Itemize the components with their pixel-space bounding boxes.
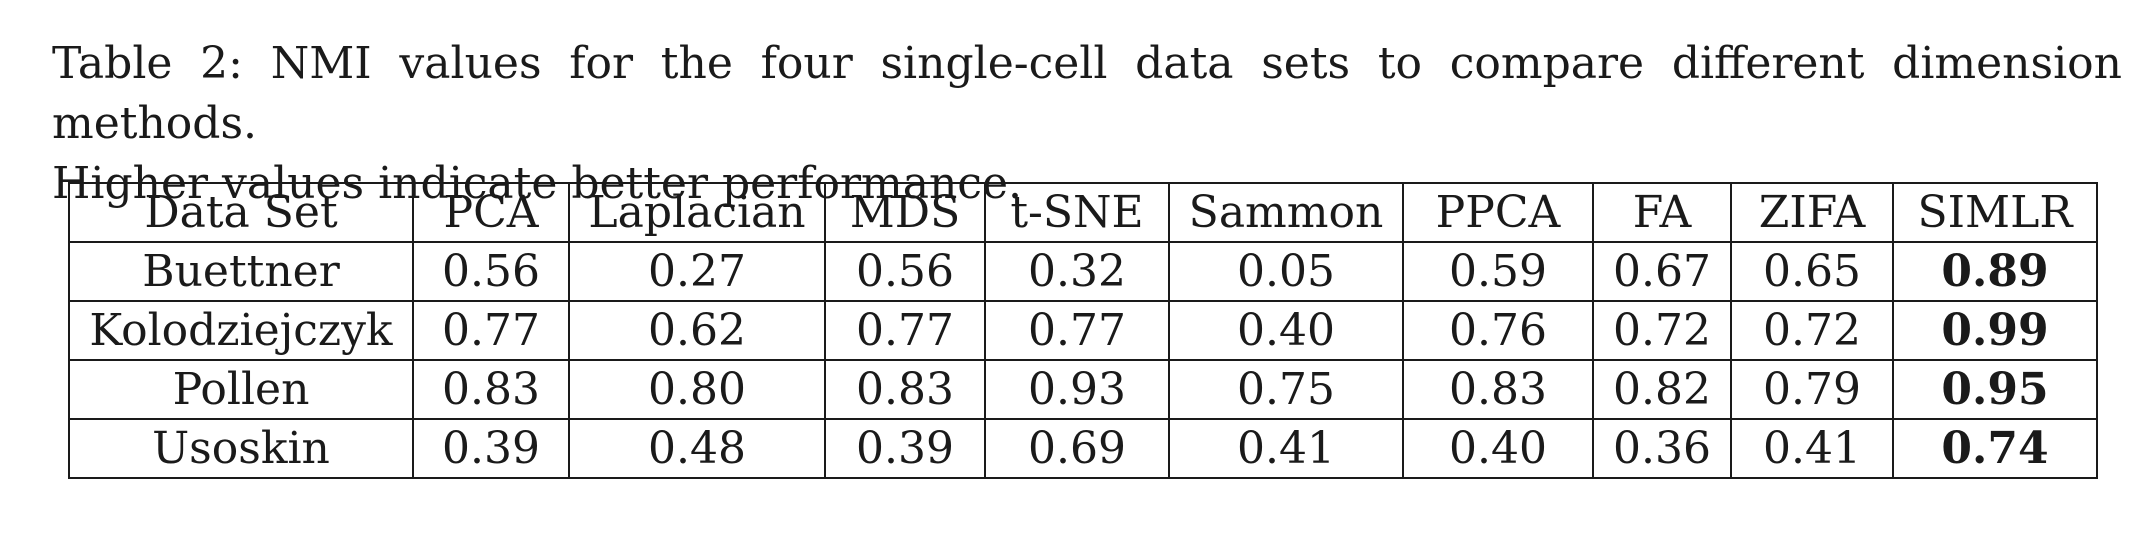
table-cell: 0.77 xyxy=(412,300,570,361)
table-cell: 0.62 xyxy=(568,300,826,361)
column-header: MDS xyxy=(824,182,986,243)
row-label: Usoskin xyxy=(68,418,414,479)
row-label: Pollen xyxy=(68,359,414,420)
table-cell: 0.93 xyxy=(984,359,1170,420)
table-cell: 0.41 xyxy=(1168,418,1404,479)
table-cell: 0.56 xyxy=(412,241,570,302)
column-header: SIMLR xyxy=(1892,182,2098,243)
table-cell: 0.83 xyxy=(824,359,986,420)
table-cell: 0.80 xyxy=(568,359,826,420)
column-header: PCA xyxy=(412,182,570,243)
table-cell: 0.40 xyxy=(1168,300,1404,361)
column-header: ZIFA xyxy=(1730,182,1894,243)
table-cell: 0.72 xyxy=(1592,300,1732,361)
table-header-row: Data Set PCA Laplacian MDS t-SNE Sammon … xyxy=(68,182,2098,243)
table-row: Kolodziejczyk 0.77 0.62 0.77 0.77 0.40 0… xyxy=(68,300,2098,361)
column-header: PPCA xyxy=(1402,182,1594,243)
column-header: Sammon xyxy=(1168,182,1404,243)
best-value-cell: 0.99 xyxy=(1892,300,2098,361)
table-cell: 0.75 xyxy=(1168,359,1404,420)
table-cell: 0.41 xyxy=(1730,418,1894,479)
table-cell: 0.36 xyxy=(1592,418,1732,479)
table-cell: 0.77 xyxy=(824,300,986,361)
table-cell: 0.65 xyxy=(1730,241,1894,302)
table-row: Buettner 0.56 0.27 0.56 0.32 0.05 0.59 0… xyxy=(68,241,2098,302)
best-value-cell: 0.74 xyxy=(1892,418,2098,479)
column-header: t-SNE xyxy=(984,182,1170,243)
table-cell: 0.83 xyxy=(1402,359,1594,420)
table-cell: 0.76 xyxy=(1402,300,1594,361)
table-cell: 0.39 xyxy=(824,418,986,479)
table-cell: 0.79 xyxy=(1730,359,1894,420)
table-cell: 0.59 xyxy=(1402,241,1594,302)
best-value-cell: 0.89 xyxy=(1892,241,2098,302)
table-cell: 0.82 xyxy=(1592,359,1732,420)
table-cell: 0.67 xyxy=(1592,241,1732,302)
caption-line-1: Table 2: NMI values for the four single-… xyxy=(52,38,2122,149)
column-header: FA xyxy=(1592,182,1732,243)
table-cell: 0.69 xyxy=(984,418,1170,479)
table-cell: 0.56 xyxy=(824,241,986,302)
table-row: Usoskin 0.39 0.48 0.39 0.69 0.41 0.40 0.… xyxy=(68,418,2098,479)
row-label: Buettner xyxy=(68,241,414,302)
table-cell: 0.27 xyxy=(568,241,826,302)
table-cell: 0.77 xyxy=(984,300,1170,361)
table-cell: 0.72 xyxy=(1730,300,1894,361)
table-cell: 0.83 xyxy=(412,359,570,420)
row-label: Kolodziejczyk xyxy=(68,300,414,361)
nmi-results-table: Data Set PCA Laplacian MDS t-SNE Sammon … xyxy=(68,182,2098,479)
column-header: Data Set xyxy=(68,182,414,243)
table-row: Pollen 0.83 0.80 0.83 0.93 0.75 0.83 0.8… xyxy=(68,359,2098,420)
table-cell: 0.39 xyxy=(412,418,570,479)
table-cell: 0.40 xyxy=(1402,418,1594,479)
table-cell: 0.48 xyxy=(568,418,826,479)
table-cell: 0.32 xyxy=(984,241,1170,302)
best-value-cell: 0.95 xyxy=(1892,359,2098,420)
column-header: Laplacian xyxy=(568,182,826,243)
table-cell: 0.05 xyxy=(1168,241,1404,302)
